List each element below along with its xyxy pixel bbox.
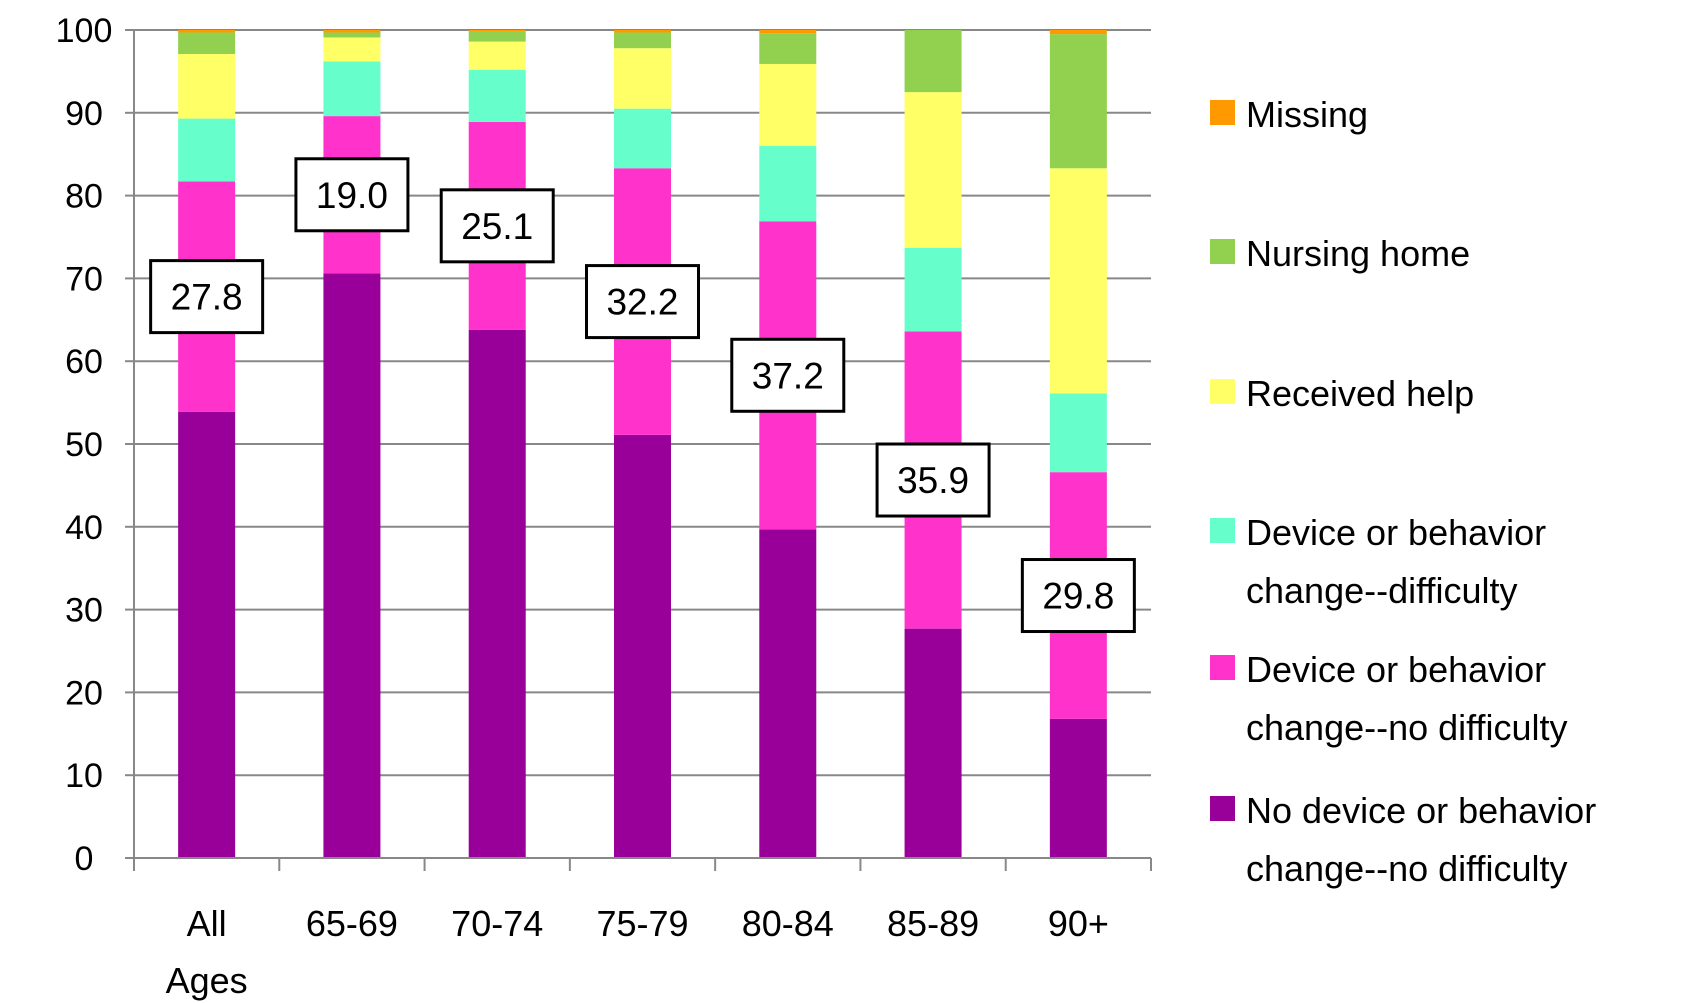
- x-tick-label-all-ages: All Ages: [166, 903, 248, 1001]
- y-tick-label-20: 20: [65, 674, 103, 712]
- data-labels: 27.8 19.0 25.1 32.2 37.2 35.9 29.8: [149, 157, 1136, 634]
- bar-70-74-missing: [468, 30, 526, 32]
- y-tick-label-100: 100: [56, 12, 113, 50]
- x-tick-label-75-79: 75-79: [596, 903, 688, 944]
- legend-label-received-help: Received help: [1246, 373, 1474, 414]
- legend-swatch-nursing-home: [1210, 239, 1235, 264]
- data-label-90: 29.8: [1042, 576, 1114, 617]
- legend-label-nursing-home: Nursing home: [1246, 233, 1470, 274]
- legend-swatch-missing: [1210, 100, 1235, 125]
- bar-75-79-nursing-home: [614, 32, 671, 49]
- data-label-box-90: [1020, 558, 1136, 634]
- data-label-box-85-89: [875, 442, 991, 518]
- bars: [178, 30, 1107, 859]
- bar-75-79-no-device-or-behavior-change-no-difficulty: [614, 434, 671, 858]
- y-tick-label-70: 70: [65, 260, 103, 298]
- data-label-box-70-74: [439, 188, 555, 264]
- y-tick-label-40: 40: [65, 509, 103, 547]
- bar-80-84-missing: [759, 30, 817, 34]
- axes: 0 10 20 30 40 50 60 70 80 90 100 All Ages 65-69 70-74 7…: [56, 12, 1152, 1001]
- bar-70-74-no-device-or-behavior-change-no-difficulty: [468, 329, 526, 859]
- bar-75-79-received-help: [614, 48, 671, 109]
- bar-80-84-received-help: [759, 63, 817, 146]
- data-label-box-65-69: [294, 157, 410, 233]
- bar-85-89-nursing-home: [904, 30, 962, 93]
- legend-swatch-no-device-or-behavior-change-no-difficulty: [1210, 796, 1235, 821]
- bar-85-89-device-or-behavior-change-difficulty: [904, 247, 962, 332]
- bar-all-ages-device-or-behavior-change-difficulty: [178, 118, 236, 182]
- legend-label-device-or-behavior-change-no-difficulty: Device or behavior change--no difficulty: [1246, 649, 1568, 748]
- data-label-70-74: 25.1: [461, 206, 533, 247]
- bar-90-received-help: [1049, 168, 1107, 394]
- bar-90-no-device-or-behavior-change-no-difficulty: [1049, 718, 1107, 858]
- x-tick-label-90: 90+: [1048, 903, 1109, 944]
- y-tick-label-0: 0: [75, 840, 94, 878]
- legend-label-no-device-or-behavior-change-no-difficulty: No device or behavior change--no difficul…: [1246, 790, 1596, 889]
- legend-swatch-received-help: [1210, 379, 1235, 404]
- data-label-box-80-84: [730, 337, 846, 413]
- x-tick-label-65-69: 65-69: [306, 903, 398, 944]
- legend-label-device-or-behavior-change-difficulty: Device or behavior change--difficulty: [1246, 512, 1546, 611]
- bar-70-74-received-help: [468, 41, 526, 70]
- bar-85-89-received-help: [904, 92, 962, 248]
- data-label-box-all-ages: [149, 259, 265, 335]
- y-tick-label-30: 30: [65, 592, 103, 630]
- y-tick-label-90: 90: [65, 95, 103, 133]
- bar-90-nursing-home: [1049, 34, 1107, 169]
- x-tick-label-70-74: 70-74: [451, 903, 543, 944]
- x-tick-label-85-89: 85-89: [887, 903, 979, 944]
- y-tick-label-60: 60: [65, 343, 103, 381]
- x-tick-label-80-84: 80-84: [742, 903, 834, 944]
- bar-75-79-missing: [614, 30, 671, 33]
- data-label-65-69: 19.0: [316, 175, 388, 216]
- bar-80-84-device-or-behavior-change-difficulty: [759, 145, 817, 222]
- bar-all-ages-received-help: [178, 54, 236, 119]
- data-label-box-75-79: [585, 264, 700, 340]
- y-tick-label-10: 10: [65, 757, 103, 795]
- bar-all-ages-missing: [178, 30, 236, 33]
- bar-all-ages-no-device-or-behavior-change-no-difficulty: [178, 411, 236, 858]
- legend-swatch-device-or-behavior-change-difficulty: [1210, 518, 1235, 543]
- bar-65-69-nursing-home: [323, 32, 381, 38]
- bar-70-74-device-or-behavior-change-difficulty: [468, 69, 526, 122]
- bar-75-79-device-or-behavior-change-difficulty: [614, 108, 671, 169]
- y-tick-label-80: 80: [65, 178, 103, 216]
- bar-65-69-missing: [323, 30, 381, 33]
- bar-85-89-no-device-or-behavior-change-no-difficulty: [904, 628, 962, 858]
- legend-label-missing: Missing: [1246, 94, 1368, 135]
- bar-65-69-no-device-or-behavior-change-no-difficulty: [323, 273, 381, 858]
- bar-80-84-no-device-or-behavior-change-no-difficulty: [759, 529, 817, 858]
- data-label-85-89: 35.9: [897, 460, 969, 501]
- bar-65-69-device-or-behavior-change-difficulty: [323, 61, 381, 117]
- bar-70-74-nursing-home: [468, 31, 526, 42]
- data-label-all-ages: 27.8: [171, 277, 243, 318]
- bar-90-device-or-behavior-change-difficulty: [1049, 393, 1107, 473]
- bar-65-69-received-help: [323, 37, 381, 62]
- bar-80-84-nursing-home: [759, 33, 817, 64]
- legend: Missing Nursing home Received help Device o…: [1210, 94, 1596, 889]
- bar-all-ages-nursing-home: [178, 32, 236, 55]
- legend-swatch-device-or-behavior-change-no-difficulty: [1210, 655, 1235, 680]
- data-label-80-84: 37.2: [752, 355, 824, 396]
- y-tick-label-50: 50: [65, 426, 103, 464]
- data-label-75-79: 32.2: [606, 282, 678, 323]
- bar-90-missing: [1049, 30, 1107, 35]
